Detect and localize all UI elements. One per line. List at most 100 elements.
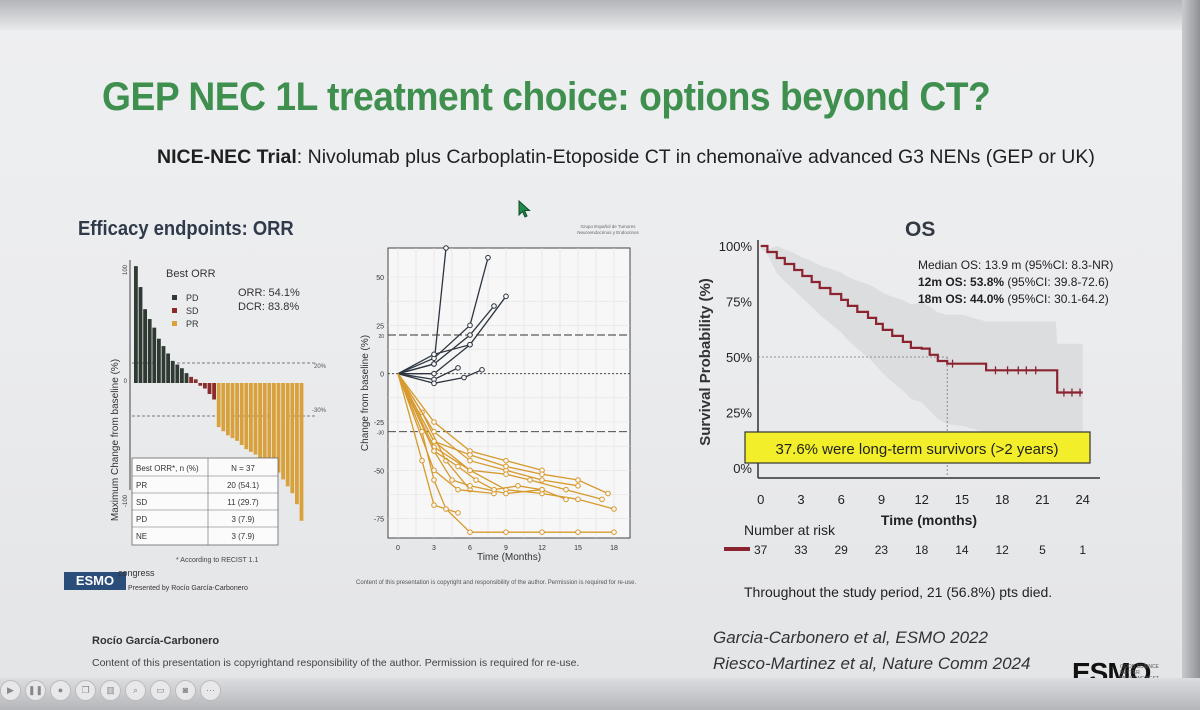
spider-point (611, 506, 617, 512)
spider-xlabel: Time (Months) (477, 552, 541, 563)
os-18m-rest: (95%CI: 30.1-64.2) (1004, 292, 1109, 306)
window-icon[interactable]: ▭ (150, 679, 171, 701)
citation-1: Garcia-Carbonero et al, ESMO 2022 (713, 628, 988, 647)
waterfall-chart: Maximum Change from baseline (%) 100 0 -… (110, 260, 327, 564)
os-18m-bold: 18m OS: 44.0% (918, 292, 1004, 306)
died-text: Throughout the study period, 21 (56.8%) … (744, 584, 1052, 600)
spider-point (539, 529, 545, 536)
spider-line (397, 257, 489, 375)
waterfall-bar (170, 360, 175, 383)
os-18m-text: 18m OS: 44.0% (95%CI: 30.1-64.2) (918, 292, 1109, 306)
os-12m-bold: 12m OS: 53.8% (918, 275, 1004, 289)
record-icon[interactable]: ● (50, 679, 71, 701)
pause-icon[interactable]: ❚❚ (25, 679, 46, 701)
os-12m-rest: (95%CI: 39.8-72.6) (1004, 275, 1109, 289)
dcr-text: DCR: 83.8% (238, 301, 299, 313)
spider-point (431, 419, 437, 425)
os-y-ticks: 100% 75% 50% 25% 0% (719, 239, 753, 476)
zoom-icon[interactable]: ⌕ (125, 679, 146, 701)
ref-label-plus20: 20% (314, 364, 327, 370)
risk-value: 18 (915, 543, 929, 557)
spider-line (397, 373, 579, 487)
spider-y-tick: -75 (374, 517, 384, 524)
table-row-pr-value: 20 (54.1) (227, 481, 259, 490)
os-xlabel: Time (months) (881, 512, 977, 528)
spider-point (539, 486, 545, 493)
spider-point (563, 486, 569, 493)
spider-point (455, 486, 461, 493)
spider-ylabel: Change from baseline (%) (360, 335, 371, 451)
spider-point (455, 463, 461, 470)
waterfall-bar (239, 383, 244, 445)
spider-line (397, 373, 495, 495)
waterfall-bar (244, 383, 249, 450)
spider-point (611, 529, 617, 536)
waterfall-bar (134, 266, 138, 383)
os-y-tick: 100% (719, 239, 753, 254)
spider-point (443, 245, 449, 251)
spider-point (491, 303, 497, 309)
spider-x-tick: 6 (468, 545, 472, 552)
spider-point (431, 477, 437, 483)
waterfall-bar (249, 383, 253, 452)
waterfall-bar (161, 346, 166, 383)
spider-point (527, 477, 533, 483)
spider-point (455, 365, 461, 371)
waterfall-tick-top: 100 (123, 264, 129, 275)
os-y-tick: 50% (726, 350, 752, 365)
spider-point (575, 529, 581, 536)
spider-point (503, 490, 509, 497)
spider-copyright: Content of this presentation is copyrigh… (356, 580, 637, 586)
legend-swatch-sd (172, 308, 177, 313)
spider-point (491, 486, 497, 493)
spider-point (503, 457, 509, 464)
orr-text: ORR: 54.1% (238, 287, 300, 299)
spider-point (473, 477, 479, 483)
os-y-tick: 75% (726, 295, 752, 310)
spider-x-ticks: 0 3 6 9 12 15 18 (396, 545, 618, 552)
waterfall-bars (134, 266, 304, 521)
slide-title: GEP NEC 1L treatment choice: options bey… (102, 75, 991, 119)
os-x-tick: 6 (838, 492, 845, 507)
spider-x-tick: 18 (610, 545, 618, 552)
camera-icon[interactable]: ◙ (175, 679, 196, 701)
waterfall-bar (189, 376, 193, 383)
spider-point (467, 529, 473, 536)
more-icon[interactable]: ⋯ (200, 679, 221, 701)
trash-icon[interactable]: ▥ (100, 679, 121, 701)
spider-point (575, 496, 581, 503)
waterfall-bar (216, 383, 221, 428)
congress-label: congress (118, 568, 155, 578)
copy-icon[interactable]: ❐ (75, 679, 96, 701)
waterfall-bar (152, 327, 157, 383)
spider-y-tick: -30 (377, 431, 384, 437)
recist-footnote: * According to RECIST 1.1 (176, 557, 258, 564)
spider-point (419, 457, 425, 464)
waterfall-legend: PD SD PR (172, 293, 199, 329)
spider-point (461, 374, 467, 381)
waterfall-bar (226, 383, 230, 436)
efficacy-heading: Efficacy endpoints: ORR (78, 218, 294, 240)
risk-value: 33 (794, 543, 808, 557)
os-ylabel: Survival Probability (%) (697, 278, 714, 446)
waterfall-bar (212, 383, 216, 400)
waterfall-bar (147, 319, 152, 383)
slide-toolbar: ▶ ❚❚ ● ❐ ▥ ⌕ ▭ ◙ ⋯ (0, 676, 221, 704)
table-header-n: N = 37 (231, 464, 255, 473)
table-row-pr-label: PR (136, 481, 147, 490)
spider-point (431, 351, 437, 358)
waterfall-bar (198, 383, 203, 386)
waterfall-bar (267, 383, 272, 466)
os-x-tick: 18 (995, 492, 1009, 507)
spider-header-line1: Grupo Español de Tumores (580, 224, 636, 229)
play-icon[interactable]: ▶ (0, 679, 21, 701)
spider-point (539, 477, 545, 483)
waterfall-bar (262, 383, 267, 463)
spider-point (467, 483, 473, 489)
spider-header-line2: Neuroendocrinos y Endocrinos (577, 230, 639, 235)
waterfall-bar (281, 383, 285, 480)
esmo-congress-logo: ESMO (64, 572, 126, 590)
spider-point (431, 448, 437, 454)
spider-point (503, 293, 509, 300)
waterfall-bar (184, 373, 189, 383)
